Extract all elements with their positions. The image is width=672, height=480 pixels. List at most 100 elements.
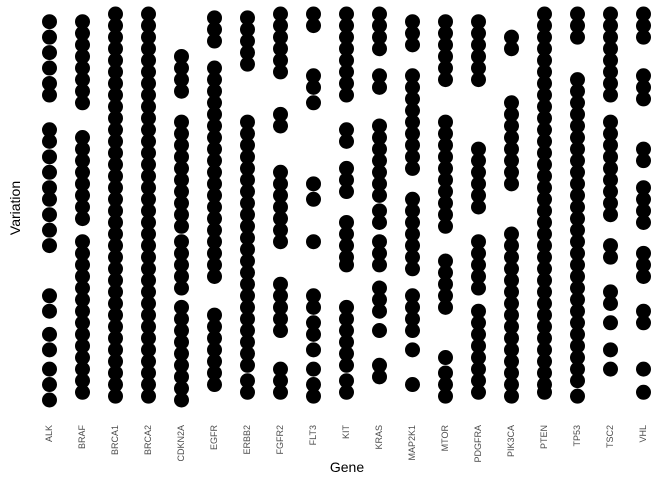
- point: [504, 41, 519, 57]
- point: [42, 207, 57, 223]
- point: [108, 377, 123, 393]
- point: [207, 222, 222, 238]
- x-tick-label: MAP2K1: [407, 425, 417, 461]
- point: [273, 234, 288, 250]
- point: [174, 114, 189, 130]
- point: [438, 207, 453, 223]
- point: [339, 311, 354, 327]
- point: [438, 299, 453, 315]
- point: [405, 103, 420, 118]
- point: [108, 99, 123, 115]
- point: [207, 257, 222, 273]
- point: [141, 284, 156, 300]
- point: [207, 60, 222, 76]
- point: [504, 130, 519, 146]
- point: [405, 226, 420, 242]
- point: [603, 75, 618, 91]
- point: [603, 126, 618, 142]
- point: [306, 6, 321, 22]
- point: [603, 87, 618, 103]
- x-tick-label: VHL: [638, 425, 648, 443]
- point: [108, 75, 123, 91]
- point: [141, 6, 156, 22]
- point: [108, 238, 123, 254]
- point: [372, 303, 387, 319]
- point: [339, 133, 354, 149]
- point: [207, 83, 222, 99]
- point: [141, 296, 156, 311]
- point: [339, 226, 354, 242]
- point: [570, 164, 585, 180]
- point: [405, 214, 420, 230]
- point: [42, 191, 57, 207]
- point: [75, 83, 90, 99]
- point: [504, 153, 519, 169]
- point: [273, 311, 288, 327]
- point: [108, 365, 123, 381]
- point: [504, 29, 519, 45]
- point: [372, 280, 387, 296]
- x-tick-label: FGFR2: [275, 425, 285, 455]
- point: [174, 311, 189, 327]
- point: [438, 25, 453, 41]
- point: [273, 6, 288, 22]
- point: [438, 265, 453, 281]
- point: [372, 18, 387, 34]
- point: [471, 14, 486, 30]
- point: [141, 249, 156, 265]
- point: [603, 184, 618, 200]
- point: [273, 211, 288, 227]
- point: [471, 280, 486, 296]
- point: [372, 41, 387, 57]
- point: [372, 357, 387, 373]
- point: [240, 195, 255, 211]
- point: [372, 323, 387, 339]
- point: [636, 315, 651, 331]
- point: [603, 64, 618, 80]
- point: [75, 141, 90, 157]
- point: [75, 350, 90, 366]
- point: [141, 64, 156, 80]
- point: [570, 29, 585, 45]
- point: [108, 64, 123, 80]
- point: [372, 176, 387, 192]
- point: [273, 323, 288, 339]
- point: [207, 95, 222, 111]
- point: [570, 211, 585, 227]
- point: [174, 334, 189, 350]
- point: [537, 6, 552, 22]
- point: [438, 72, 453, 88]
- point: [570, 280, 585, 296]
- point: [207, 211, 222, 227]
- point: [141, 377, 156, 393]
- point: [174, 268, 189, 284]
- point: [207, 106, 222, 122]
- point: [537, 249, 552, 265]
- point: [108, 133, 123, 149]
- point: [438, 276, 453, 292]
- point: [438, 14, 453, 30]
- point: [240, 172, 255, 188]
- point: [207, 10, 222, 26]
- point: [207, 234, 222, 250]
- point: [339, 184, 354, 200]
- point: [207, 130, 222, 146]
- point: [372, 164, 387, 180]
- point: [570, 118, 585, 134]
- point: [108, 319, 123, 335]
- point: [240, 21, 255, 37]
- point: [108, 353, 123, 369]
- point: [75, 361, 90, 377]
- point: [141, 180, 156, 196]
- point: [273, 299, 288, 315]
- point: [405, 249, 420, 265]
- x-tick-label: BRCA2: [143, 425, 153, 455]
- point: [438, 114, 453, 130]
- point: [240, 137, 255, 153]
- point: [339, 299, 354, 315]
- point: [108, 110, 123, 126]
- point: [636, 6, 651, 22]
- point: [471, 315, 486, 331]
- point: [405, 299, 420, 315]
- point: [405, 238, 420, 254]
